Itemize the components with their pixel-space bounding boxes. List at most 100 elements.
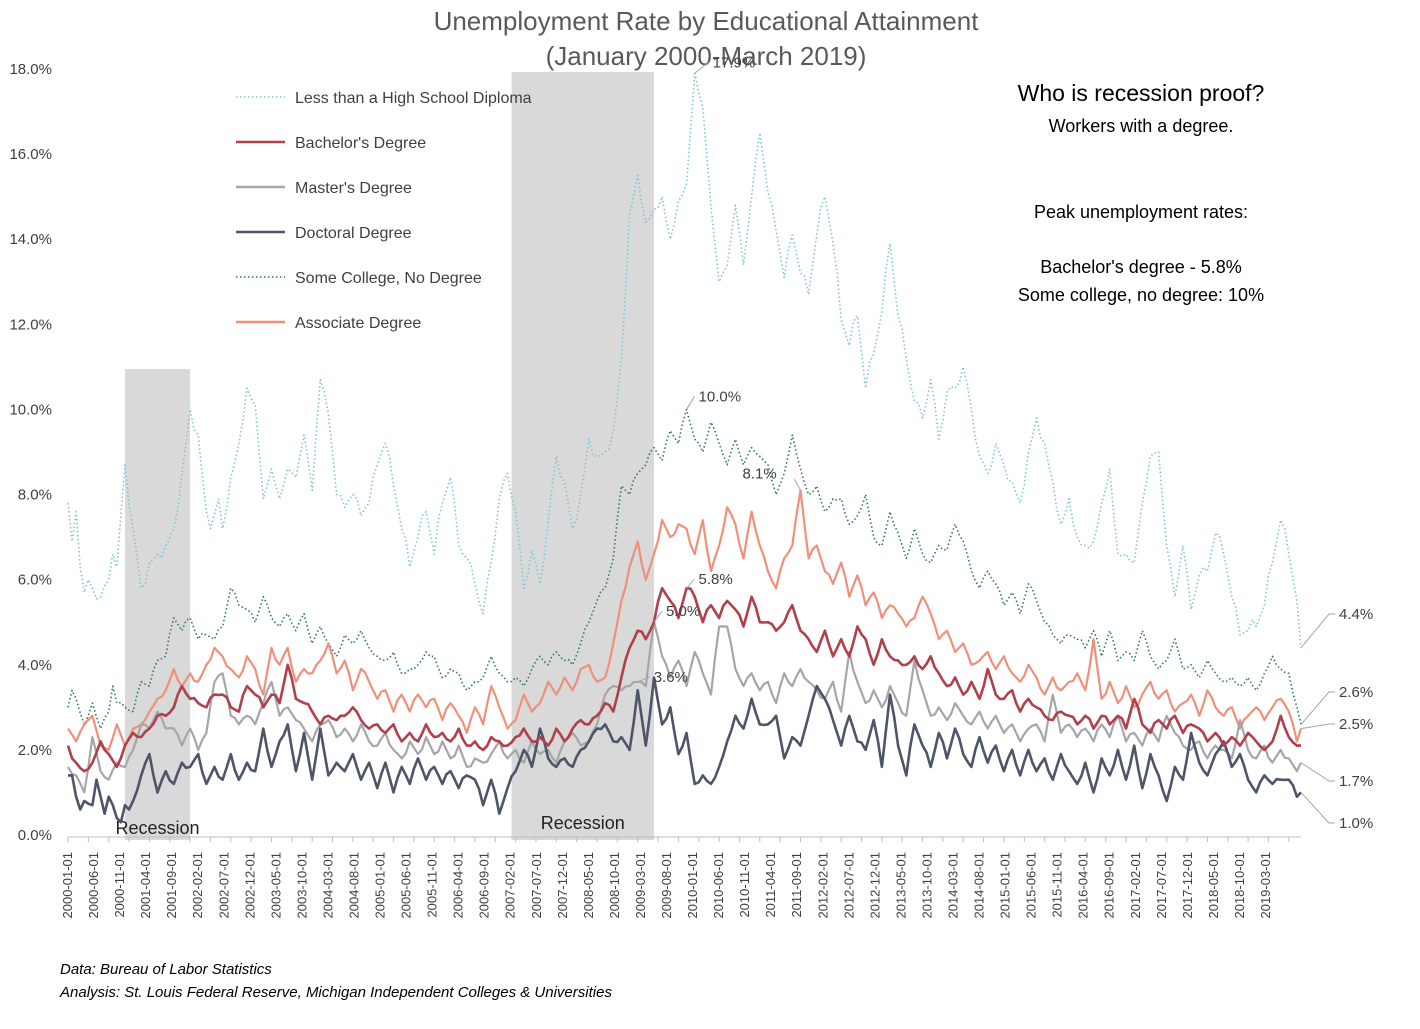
y-tick-label: 6.0% bbox=[18, 572, 52, 589]
chart-subtitle: (January 2000-March 2019) bbox=[546, 41, 867, 71]
note-peak-bachelor: Bachelor's degree - 5.8% bbox=[1040, 257, 1242, 277]
note-heading: Who is recession proof? bbox=[1018, 80, 1265, 106]
legend: Less than a High School Diploma Bachelor'… bbox=[236, 90, 532, 332]
y-tick-label: 10.0% bbox=[9, 401, 52, 418]
x-tick-label: 2014-03-01 bbox=[945, 852, 960, 919]
annotation-label: 10.0% bbox=[699, 388, 742, 405]
x-tick-label: 2000-06-01 bbox=[86, 852, 101, 919]
x-tick-label: 2007-02-01 bbox=[503, 852, 518, 919]
legend-label-some: Some College, No Degree bbox=[295, 270, 482, 287]
note-peak-some-college: Some college, no degree: 10% bbox=[1018, 285, 1264, 305]
x-tick-label: 2007-12-01 bbox=[555, 852, 570, 919]
y-tick-label: 2.0% bbox=[18, 742, 52, 759]
x-tick-label: 2003-05-01 bbox=[268, 852, 283, 919]
series-line-doct bbox=[68, 676, 1302, 824]
x-tick-label: 2012-02-01 bbox=[815, 852, 830, 919]
x-tick-label: 2015-11-01 bbox=[1050, 852, 1065, 918]
x-tick-label: 2013-10-01 bbox=[919, 852, 934, 919]
x-tick-label: 2018-10-01 bbox=[1232, 852, 1247, 919]
annotation-leader bbox=[794, 479, 801, 491]
annotation-label: 5.8% bbox=[699, 571, 733, 588]
x-tick-label: 2004-03-01 bbox=[320, 852, 335, 919]
annotation-leader bbox=[637, 676, 650, 683]
x-tick-label: 2019-03-01 bbox=[1258, 852, 1273, 919]
source-analysis: Analysis: St. Louis Federal Reserve, Mic… bbox=[59, 984, 612, 1001]
end-label-leader bbox=[1300, 792, 1335, 824]
x-tick-label: 2017-12-01 bbox=[1180, 852, 1195, 919]
x-tick-label: 2011-09-01 bbox=[789, 852, 804, 918]
x-tick-label: 2009-08-01 bbox=[659, 852, 674, 919]
x-tick-label: 2015-01-01 bbox=[998, 852, 1013, 919]
x-tick-label: 2012-12-01 bbox=[867, 852, 882, 919]
series-line-mast bbox=[67, 621, 1302, 794]
recession-label: Recession bbox=[116, 818, 200, 838]
x-tick-label: 2016-04-01 bbox=[1076, 852, 1091, 919]
x-tick-label: 2005-11-01 bbox=[425, 852, 440, 918]
legend-label-bach: Bachelor's Degree bbox=[295, 135, 426, 152]
x-tick-label: 2010-01-01 bbox=[685, 852, 700, 919]
end-label: 2.6% bbox=[1339, 684, 1373, 701]
end-label: 1.7% bbox=[1339, 773, 1373, 790]
series-line-assoc bbox=[67, 489, 1303, 751]
x-tick-label: 2005-01-01 bbox=[373, 852, 388, 919]
x-tick-label: 2002-12-01 bbox=[242, 852, 257, 919]
x-tick-label: 2000-01-01 bbox=[60, 852, 75, 919]
x-tick-label: 2015-06-01 bbox=[1024, 852, 1039, 919]
series-line-some bbox=[67, 408, 1302, 730]
y-tick-label: 4.0% bbox=[18, 657, 52, 674]
annotation-leader bbox=[686, 578, 695, 589]
x-tick-label: 2006-09-01 bbox=[477, 852, 492, 919]
x-tick-label: 2010-06-01 bbox=[711, 852, 726, 919]
x-tick-label: 2008-05-01 bbox=[581, 852, 596, 919]
x-tick-label: 2017-07-01 bbox=[1154, 852, 1169, 919]
end-label-leader bbox=[1300, 723, 1335, 730]
y-tick-label: 0.0% bbox=[18, 827, 52, 844]
x-tick-label: 2001-04-01 bbox=[138, 852, 153, 919]
x-tick-label: 2006-04-01 bbox=[451, 852, 466, 919]
y-tick-label: 8.0% bbox=[18, 487, 52, 504]
x-tick-label: 2016-09-01 bbox=[1102, 852, 1117, 919]
end-label-leader bbox=[1300, 762, 1335, 782]
series-line-bach bbox=[66, 586, 1301, 773]
end-label-leader bbox=[1300, 691, 1335, 725]
y-tick-label: 12.0% bbox=[9, 316, 52, 333]
peak-annotations: 17.9% 10.0% 8.1% 5.8% 5.0% 3.6% bbox=[637, 54, 801, 686]
x-tick-label: 2007-07-01 bbox=[529, 852, 544, 919]
x-tick-label: 2014-08-01 bbox=[972, 852, 987, 919]
y-axis: 0.0% 2.0% 4.0% 6.0% 8.0% 10.0% 12.0% 14.0% 16.0%… bbox=[9, 61, 52, 844]
legend-label-doct: Doctoral Degree bbox=[295, 225, 412, 242]
legend-label-lths: Less than a High School Diploma bbox=[295, 90, 532, 107]
x-axis: 2000-01-01 2000-06-01 2000-11-01 2001-04-01… bbox=[60, 836, 1301, 919]
annotation-label: 17.9% bbox=[713, 54, 756, 71]
x-tick-label: 2005-06-01 bbox=[399, 852, 414, 919]
recession-label: Recession bbox=[541, 813, 625, 833]
note-subheading: Workers with a degree. bbox=[1049, 116, 1234, 136]
x-tick-label: 2004-08-01 bbox=[346, 852, 361, 919]
x-tick-label: 2000-11-01 bbox=[112, 852, 127, 918]
legend-label-mast: Master's Degree bbox=[295, 180, 412, 197]
series-lines bbox=[66, 72, 1303, 824]
annotation-label: 3.6% bbox=[654, 669, 688, 686]
x-tick-label: 2013-05-01 bbox=[893, 852, 908, 919]
end-label: 2.5% bbox=[1339, 716, 1373, 733]
end-label: 4.4% bbox=[1339, 606, 1373, 623]
x-tick-label: 2010-11-01 bbox=[737, 852, 752, 918]
y-tick-label: 14.0% bbox=[9, 231, 52, 248]
x-tick-label: 2008-10-01 bbox=[607, 852, 622, 919]
x-tick-label: 2002-02-01 bbox=[190, 852, 205, 919]
annotation-leader bbox=[686, 396, 695, 410]
note-peak-title: Peak unemployment rates: bbox=[1034, 202, 1248, 222]
x-tick-label: 2011-04-01 bbox=[763, 852, 778, 918]
x-tick-label: 2009-03-01 bbox=[633, 852, 648, 919]
recession-band bbox=[124, 369, 191, 840]
end-label-leader bbox=[1300, 613, 1335, 649]
chart-title: Unemployment Rate by Educational Attainm… bbox=[434, 6, 980, 36]
annotation-leader bbox=[694, 61, 709, 74]
series-line-lths bbox=[67, 72, 1302, 648]
annotation-label: 5.0% bbox=[666, 603, 700, 620]
end-labels: 4.4% 2.6% 2.5% 1.7% 1.0% bbox=[1300, 606, 1373, 832]
recession-band bbox=[511, 72, 654, 840]
y-tick-label: 16.0% bbox=[9, 146, 52, 163]
x-tick-label: 2003-10-01 bbox=[294, 852, 309, 919]
